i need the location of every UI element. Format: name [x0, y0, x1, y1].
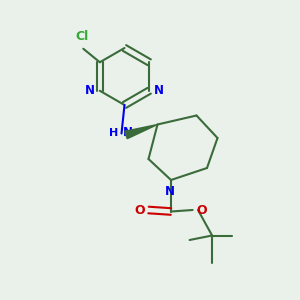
Text: N: N: [123, 126, 133, 140]
Text: H: H: [109, 128, 118, 138]
Text: O: O: [134, 203, 145, 217]
Text: O: O: [196, 203, 207, 217]
Text: N: N: [85, 84, 95, 97]
Polygon shape: [125, 124, 158, 139]
Text: N: N: [164, 185, 175, 198]
Text: N: N: [154, 84, 164, 97]
Text: Cl: Cl: [75, 30, 88, 44]
